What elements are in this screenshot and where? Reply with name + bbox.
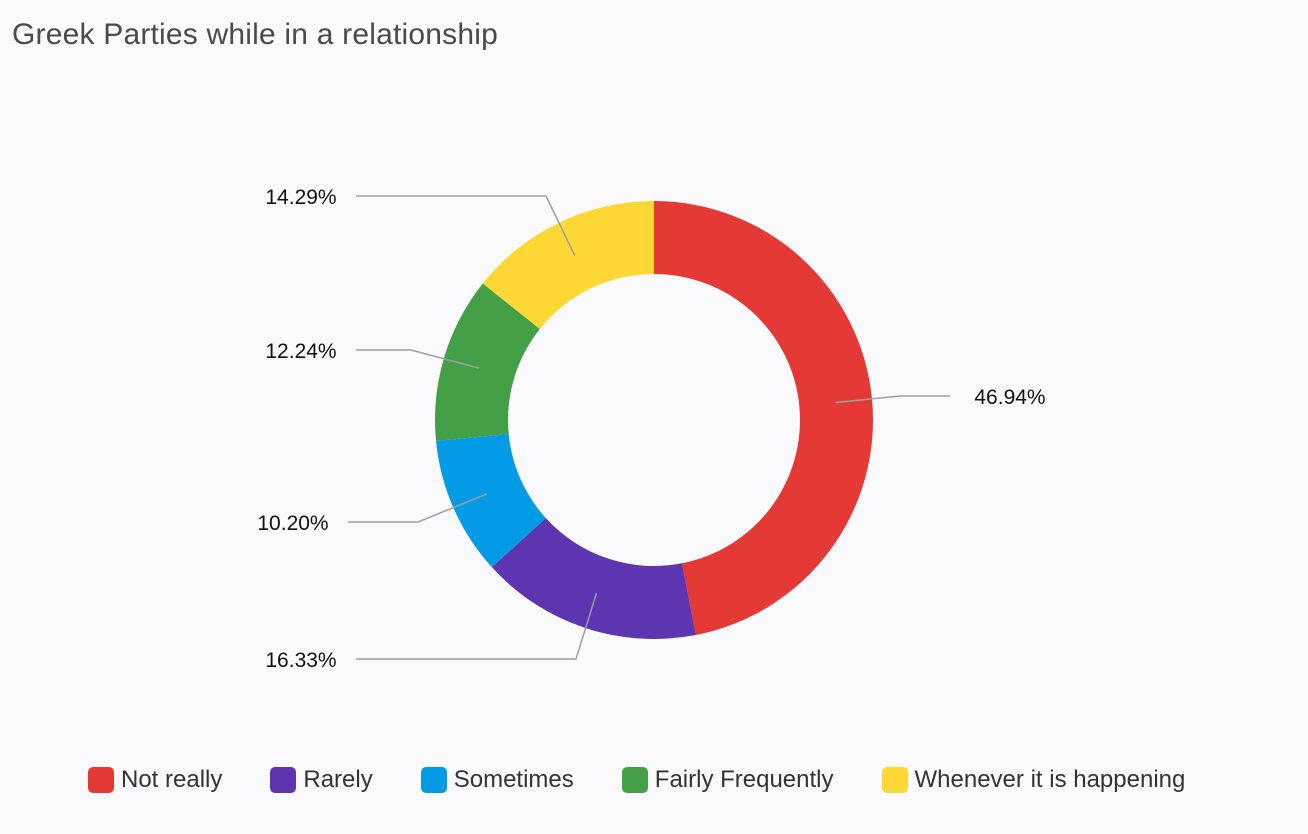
leader-line-rarely (356, 592, 598, 660)
data-label-rarely: 16.33% (265, 649, 336, 672)
legend-label: Sometimes (453, 766, 574, 793)
chart-legend: Not really Rarely Sometimes Fairly Frequ… (88, 766, 1185, 794)
data-label-not-really: 46.94% (974, 386, 1045, 409)
leader-line-sometimes (348, 493, 488, 523)
donut-slice-sometimes[interactable] (436, 434, 546, 568)
data-label-sometimes: 10.20% (257, 512, 328, 535)
legend-item-sometimes[interactable]: Sometimes (420, 766, 574, 794)
legend-item-rarely[interactable]: Rarely (270, 766, 373, 794)
data-label-fairly-frequently: 12.24% (265, 340, 336, 363)
legend-item-whenever-it-is-happening[interactable]: Whenever it is happening (881, 766, 1186, 794)
legend-label: Not really (121, 766, 223, 793)
legend-item-not-really[interactable]: Not really (88, 766, 222, 794)
donut-slice-fairly-frequently[interactable] (435, 283, 540, 442)
donut-slice-rarely[interactable] (491, 518, 696, 639)
legend-label: Whenever it is happening (914, 766, 1186, 793)
leader-line-not-really (835, 395, 950, 404)
legend-item-fairly-frequently[interactable]: Fairly Frequently (621, 766, 834, 794)
leader-line-whenever-it-is-happening (356, 195, 576, 256)
donut-slice-whenever-it-is-happening[interactable] (482, 201, 654, 330)
legend-label: Fairly Frequently (654, 766, 834, 793)
legend-swatch (621, 767, 648, 793)
legend-swatch (88, 767, 114, 793)
legend-label: Rarely (303, 766, 373, 793)
donut-slice-not-really[interactable] (654, 201, 873, 635)
chart-title: Greek Parties while in a relationship (12, 18, 498, 51)
data-label-whenever-it-is-happening: 14.29% (265, 186, 336, 209)
legend-swatch (420, 767, 447, 793)
legend-swatch (270, 767, 297, 793)
leader-line-fairly-frequently (356, 349, 480, 369)
legend-swatch (881, 767, 908, 793)
